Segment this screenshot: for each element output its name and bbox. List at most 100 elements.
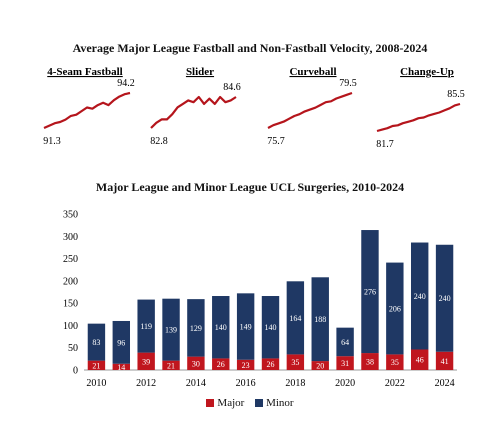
velocity-sparklines: 4-Seam Fastball 91.3 94.2 Slider 82.8 84.6 Cur… (43, 66, 465, 150)
bar-major-2013 (162, 360, 180, 370)
x-tick-label: 2024 (435, 378, 455, 389)
bottom-chart-title: Major League and Minor League UCL Surger… (95, 180, 405, 194)
bar-minor-2024 (435, 244, 454, 352)
bar-label-major-2014: 30 (192, 359, 200, 368)
bar-label-minor-2020: 64 (341, 338, 349, 347)
x-tick-label: 2010 (86, 378, 106, 389)
bar-minor-2011 (112, 320, 131, 364)
bar-label-major-2022: 35 (391, 358, 399, 367)
bar-minor-2021 (361, 230, 379, 354)
sparkline-start-label: 82.8 (150, 136, 168, 147)
sparkline-start-label: 91.3 (43, 136, 61, 147)
x-tick-label: 2014 (186, 378, 206, 389)
sparkline-end-label: 85.5 (447, 89, 465, 100)
x-tick-label: 2018 (285, 378, 305, 389)
bar-label-minor-2024: 240 (439, 294, 451, 303)
bar-major-2016 (236, 359, 255, 370)
x-tick-label: 2012 (136, 378, 156, 389)
y-tick-label: 50 (68, 343, 78, 354)
bar-label-minor-2016: 149 (240, 323, 252, 332)
bar-major-2024 (435, 351, 454, 370)
bar-major-2017 (261, 358, 280, 370)
bar-major-2020 (336, 356, 354, 370)
legend: Major Minor (0, 397, 500, 409)
bar-minor-2018 (286, 281, 305, 355)
bar-label-minor-2011: 96 (117, 338, 125, 347)
bar-minor-2020 (336, 327, 354, 357)
sparkline-curveball (267, 91, 353, 129)
bar-label-major-2013: 21 (167, 361, 175, 370)
y-tick-label: 300 (63, 232, 78, 243)
bar-minor-2014 (187, 299, 205, 357)
y-tick-label: 0 (73, 366, 78, 377)
y-tick-label: 100 (63, 321, 78, 332)
bar-major-2011 (112, 363, 131, 370)
bar-label-minor-2019: 188 (314, 315, 326, 324)
legend-label-minor: Minor (266, 397, 294, 409)
x-tick-label: 2022 (385, 378, 405, 389)
bar-label-minor-2023: 240 (414, 292, 426, 301)
bar-label-minor-2021: 276 (364, 288, 376, 297)
bar-label-minor-2022: 206 (389, 304, 401, 313)
bar-label-minor-2010: 83 (92, 338, 100, 347)
y-tick-label: 200 (63, 276, 78, 287)
bar-label-major-2011: 14 (117, 363, 125, 372)
legend-label-major: Major (217, 397, 245, 409)
sparkline-title-slider: Slider (186, 66, 214, 78)
bar-label-major-2016: 23 (242, 361, 250, 370)
bar-label-minor-2013: 139 (165, 326, 177, 335)
bar-label-minor-2015: 140 (215, 323, 227, 332)
sparkline-change-up (376, 102, 461, 133)
bar-major-2010 (87, 360, 106, 370)
y-tick-label: 250 (63, 254, 78, 265)
bar-major-2018 (286, 354, 305, 370)
sparkline-end-label: 79.5 (339, 78, 357, 89)
y-tick-label: 350 (63, 210, 78, 221)
bar-minor-2019 (311, 277, 329, 362)
bar-label-minor-2014: 129 (190, 324, 202, 333)
bar-label-minor-2012: 119 (140, 322, 152, 331)
legend-swatch-major (206, 399, 215, 408)
bar-label-major-2015: 26 (217, 360, 225, 369)
sparkline-title-4-seam-fastball: 4-Seam Fastball (47, 66, 122, 78)
bar-label-major-2010: 21 (92, 361, 100, 370)
bar-major-2015 (212, 358, 230, 370)
bar-label-major-2018: 35 (291, 358, 299, 367)
bar-label-minor-2018: 164 (289, 314, 301, 323)
bar-major-2012 (137, 352, 155, 370)
bar-minor-2010 (87, 323, 106, 361)
bar-label-major-2023: 46 (416, 356, 424, 365)
bar-label-major-2017: 26 (267, 360, 275, 369)
bar-label-major-2024: 41 (441, 357, 449, 366)
bar-label-major-2020: 31 (341, 359, 349, 368)
sparkline-title-change-up: Change-Up (400, 66, 454, 78)
bar-minor-2016 (236, 293, 255, 360)
x-tick-label: 2016 (236, 378, 256, 389)
legend-item-major: Major (206, 397, 247, 409)
sparkline-title-curveball: Curveball (289, 66, 336, 78)
top-chart-title: Average Major League Fastball and Non-Fa… (72, 41, 428, 55)
legend-swatch-minor (255, 399, 264, 408)
bar-major-2022 (386, 354, 404, 370)
bar-label-major-2012: 39 (142, 357, 150, 366)
bar-minor-2012 (137, 299, 155, 353)
bar-minor-2015 (212, 296, 230, 359)
bar-label-major-2021: 38 (366, 358, 374, 367)
legend-item-minor: Minor (255, 397, 294, 409)
bar-minor-2023 (410, 242, 429, 350)
bar-major-2023 (410, 349, 429, 370)
bar-major-2014 (187, 356, 205, 370)
bar-minor-2013 (162, 298, 180, 361)
bar-label-minor-2017: 140 (265, 323, 277, 332)
x-tick-label: 2020 (335, 378, 355, 389)
bar-minor-2022 (386, 262, 404, 355)
sparkline-4-seam-fastball (43, 91, 131, 130)
bar-minor-2017 (261, 296, 280, 359)
sparkline-start-label: 75.7 (267, 136, 285, 147)
sparkline-start-label: 81.7 (376, 139, 394, 150)
sparkline-end-label: 84.6 (223, 82, 241, 93)
y-tick-label: 150 (63, 299, 78, 310)
sparkline-slider (150, 95, 237, 129)
bar-label-major-2019: 20 (316, 362, 324, 371)
bar-major-2019 (311, 361, 329, 370)
